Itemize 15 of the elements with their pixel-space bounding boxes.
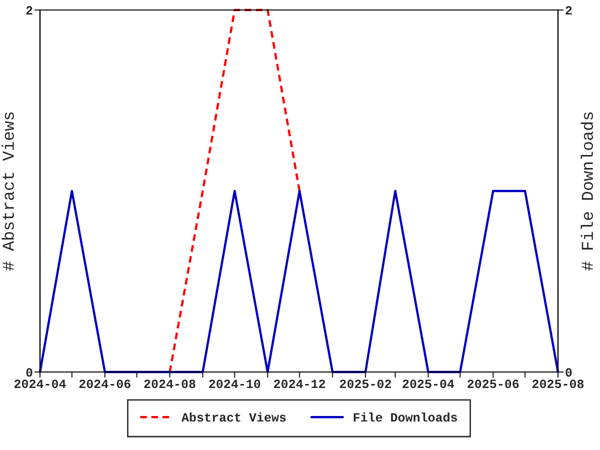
x-tick-label: 2024-06 <box>79 380 130 388</box>
legend-label: File Downloads <box>354 412 458 422</box>
x-tick-label: 2025-06 <box>468 380 519 388</box>
y2-tick-label: 0 <box>566 368 572 377</box>
x-tick-label: 2024-04 <box>14 380 66 388</box>
x-tick-label: 2025-08 <box>532 380 584 388</box>
x-tick-label: 2024-08 <box>144 380 196 388</box>
x-tick-label: 2025-04 <box>402 380 454 388</box>
x-tick-label: 2024-12 <box>274 380 326 388</box>
x-tick-label: 2025-02 <box>340 380 391 388</box>
x-tick-label: 2024-10 <box>209 380 260 388</box>
y-axis-title: # Abstract Views <box>2 112 14 271</box>
legend-label: Abstract Views <box>181 412 286 422</box>
y2-axis-title: # File Downloads <box>580 112 594 271</box>
y2-tick-label: 2 <box>566 6 572 15</box>
